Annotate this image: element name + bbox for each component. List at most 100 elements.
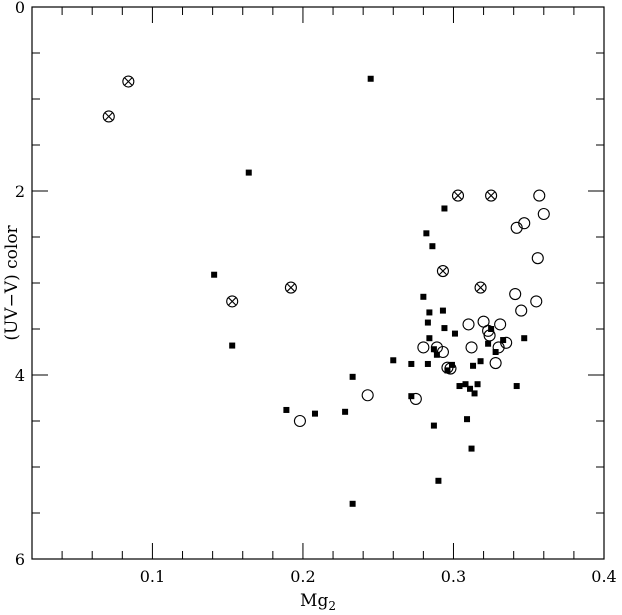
data-point-square [390, 357, 397, 364]
circled-x-stroke [286, 283, 295, 292]
data-point-square [367, 75, 374, 82]
data-point-circle [530, 295, 543, 308]
data-point-circle [489, 356, 502, 370]
y-tick-label: 6 [15, 550, 25, 569]
data-point-circle [537, 207, 550, 221]
data-point-square [441, 325, 448, 332]
data-point-square [349, 373, 356, 380]
data-point-circle [436, 345, 449, 359]
data-point-circle [483, 329, 496, 342]
circled-x-stroke [438, 267, 447, 276]
y-tick-label: 0 [15, 0, 25, 17]
data-point-circle [509, 287, 522, 301]
data-point-circle [515, 304, 528, 317]
plot-frame [31, 6, 605, 560]
x-axis-title: Mg2 [300, 591, 336, 613]
data-point-square [408, 360, 415, 367]
y-axis-title: (UV−V) color [2, 224, 22, 340]
x-tick-label: 0.4 [591, 567, 616, 586]
data-point-square [229, 342, 236, 349]
data-point-circle [494, 318, 507, 331]
x-tick-label: 0.2 [290, 567, 315, 586]
data-point-circled-x [284, 281, 297, 294]
data-point-circle [465, 341, 478, 354]
data-point-circle [500, 336, 513, 349]
y-tick-label: 4 [15, 366, 25, 385]
data-point-square [521, 335, 528, 342]
circled-x-stroke [454, 191, 462, 200]
data-point-square [477, 358, 484, 365]
data-point-circle [533, 189, 546, 202]
data-point-square [462, 381, 469, 388]
data-point-circled-x [122, 75, 135, 88]
data-point-square [433, 351, 440, 358]
circled-x-stroke [104, 112, 113, 121]
data-point-circled-x [451, 189, 465, 202]
data-point-square [426, 335, 433, 342]
data-point-circled-x [436, 264, 449, 278]
data-point-circle [444, 362, 457, 375]
data-point-square [474, 381, 481, 388]
tick-labels: 0.1 0.2 0.3 0.4 0 2 4 6 [15, 0, 617, 586]
circled-x-ring [284, 281, 297, 294]
data-point-square [435, 477, 442, 484]
x-axis-title-subscript: 2 [328, 599, 336, 613]
data-point-square [429, 243, 436, 250]
data-point-square [464, 416, 471, 423]
data-point-square [342, 408, 349, 415]
data-point-square [349, 500, 356, 507]
data-point-square [485, 340, 492, 347]
y-tick-label: 2 [15, 182, 25, 201]
data-point-circle [462, 318, 475, 331]
data-point-circle [430, 341, 443, 354]
axis-ticks [32, 6, 605, 560]
data-point-square [430, 346, 437, 353]
circled-x-ring [436, 264, 449, 278]
data-point-circled-x [226, 295, 239, 308]
data-point-square [488, 326, 495, 332]
data-point-square [423, 230, 430, 237]
data-point-circle [293, 414, 306, 428]
data-points [102, 75, 550, 507]
circled-x-ring [102, 110, 115, 123]
circled-x-ring [122, 75, 135, 88]
data-point-square [513, 383, 520, 390]
data-point-square [211, 271, 218, 278]
data-point-square [311, 410, 318, 417]
data-point-square [441, 205, 448, 212]
circled-x-stroke [228, 297, 237, 306]
data-point-square [470, 362, 477, 369]
data-point-circled-x [102, 110, 115, 123]
circled-x-ring [474, 281, 487, 294]
data-point-square [456, 383, 463, 390]
x-tick-label: 0.3 [441, 567, 466, 586]
circled-x-stroke [487, 191, 496, 200]
x-tick-label: 0.1 [140, 567, 165, 586]
data-point-circle [361, 389, 374, 402]
data-point-square [500, 337, 507, 344]
data-point-circle [417, 341, 430, 354]
data-point-circled-x [474, 281, 487, 294]
x-axis-title-main: Mg [300, 591, 328, 611]
circled-x-stroke [476, 283, 485, 292]
data-point-circled-x [485, 189, 498, 202]
data-point-square [245, 169, 252, 176]
circled-x-stroke [124, 77, 133, 86]
data-point-square [283, 406, 290, 413]
data-point-square [426, 309, 433, 316]
data-point-circle [482, 324, 495, 337]
circled-x-ring [485, 189, 498, 202]
circled-x-ring [451, 189, 465, 202]
data-point-square [424, 360, 431, 367]
data-point-square [451, 330, 458, 337]
data-point-square [467, 385, 474, 392]
data-point-square [468, 445, 475, 452]
data-point-square [420, 293, 427, 300]
data-point-circle [409, 392, 422, 405]
data-point-circle [518, 217, 531, 230]
data-point-square [439, 307, 446, 314]
data-point-square [444, 367, 451, 374]
data-point-square [424, 319, 431, 326]
data-point-square [471, 390, 478, 397]
